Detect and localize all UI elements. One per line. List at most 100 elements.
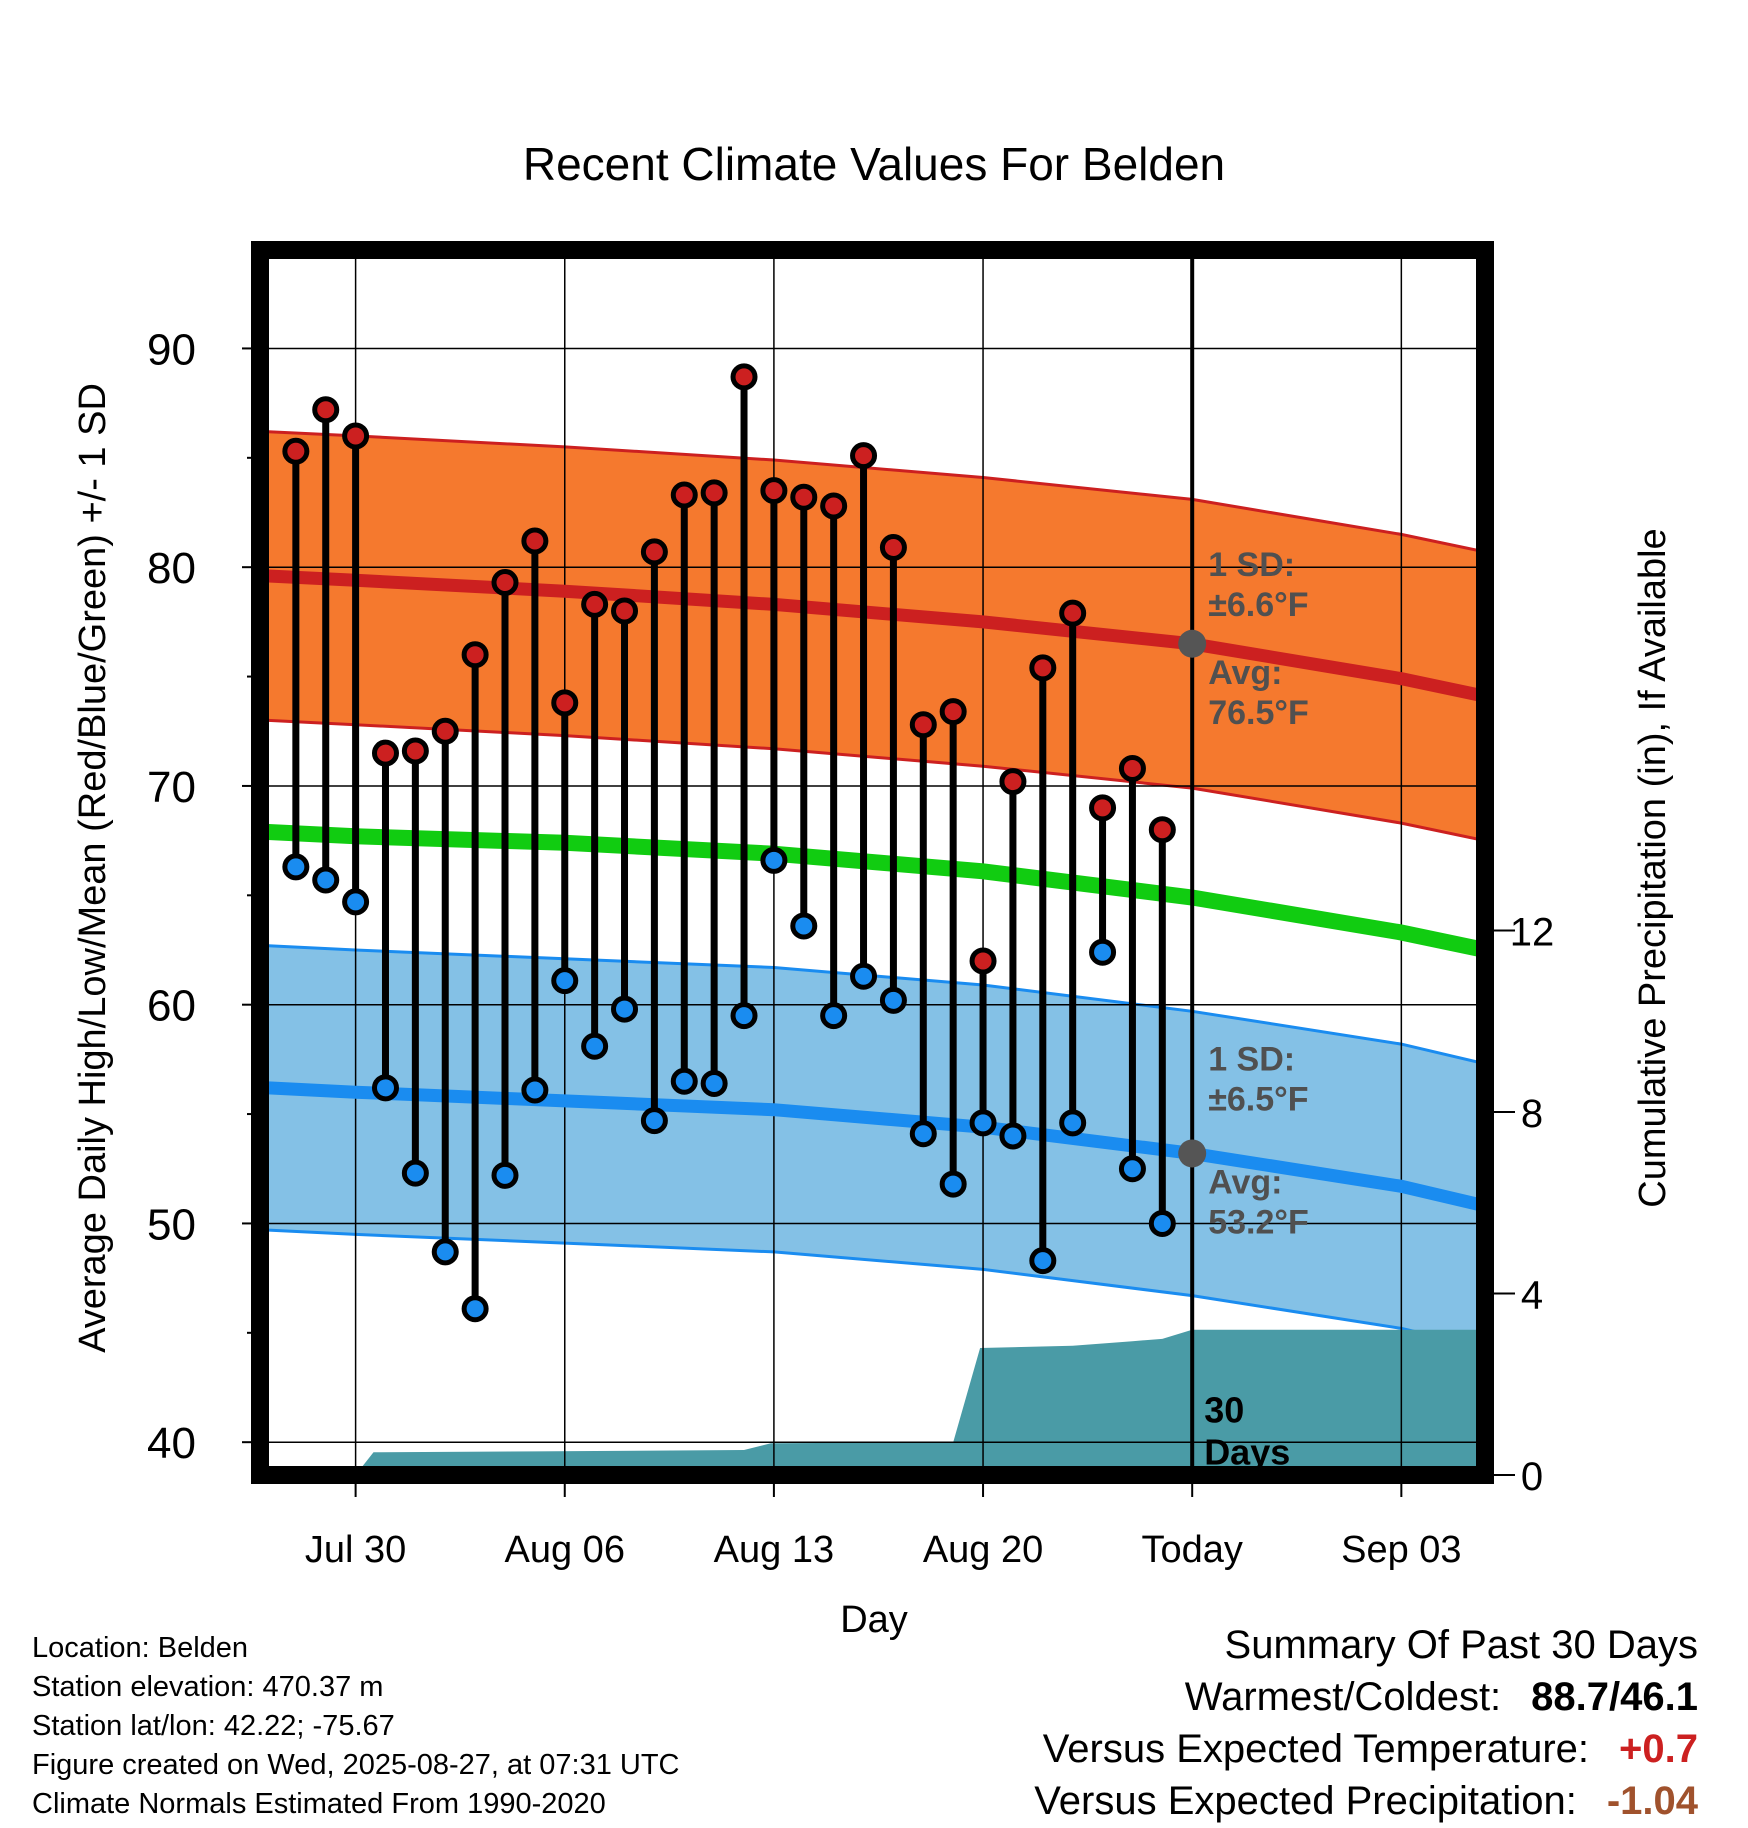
summary-title: Summary Of Past 30 Days [1224, 1623, 1698, 1667]
daily-high-point [909, 711, 937, 739]
daily-high-point [999, 768, 1027, 796]
daily-low-point [581, 1032, 609, 1060]
summary-warmest-row: Warmest/Coldest: 88.7/46.1 [1185, 1675, 1698, 1720]
daily-high-point [1118, 754, 1146, 782]
chart-title: Recent Climate Values For Belden [523, 138, 1225, 190]
daily-low-point [879, 986, 907, 1014]
y-left-tick-label: 80 [147, 544, 196, 593]
plot-frame [251, 241, 1494, 1484]
daily-low-point [969, 1109, 997, 1137]
daily-high-point [282, 437, 310, 465]
x-tick-label: Today [1141, 1529, 1242, 1571]
high-sd-band [266, 431, 1485, 841]
low-avg-marker [1178, 1139, 1207, 1168]
y-left-tick-label: 90 [147, 325, 196, 374]
daily-high-point [820, 492, 848, 520]
daily-low-point [640, 1107, 668, 1135]
y-right-tick-label: 12 [1510, 911, 1555, 955]
daily-high-point [730, 363, 758, 391]
daily-high-point [760, 477, 788, 505]
daily-low-point [521, 1076, 549, 1104]
precip-area [355, 1329, 1485, 1475]
x-tick-label: Sep 03 [1341, 1529, 1461, 1571]
daily-high-point [431, 717, 459, 745]
daily-low-point [850, 962, 878, 990]
precip-label: Versus Expected Precipitation: [1034, 1779, 1577, 1823]
daily-high-point [491, 569, 519, 596]
daily-low-point [700, 1069, 728, 1097]
high-sd-value: ±6.6°F [1208, 586, 1308, 624]
daily-high-point [521, 527, 549, 555]
daily-low-point [939, 1170, 967, 1198]
high-sd-upper-edge [265, 430, 1485, 554]
daily-high-point [939, 698, 967, 726]
x-tick-label: Aug 06 [505, 1529, 625, 1571]
daily-high-point [1089, 794, 1117, 822]
daily-low-point [1148, 1209, 1176, 1237]
daily-low-point [461, 1295, 489, 1323]
high-sd-label: 1 SD: [1208, 546, 1295, 584]
y-right-tick-label: 4 [1521, 1274, 1543, 1318]
high-avg-line [265, 569, 1485, 703]
daily-low-point [611, 995, 639, 1023]
x-tick-label: Aug 13 [714, 1529, 834, 1571]
daily-high-point [401, 737, 429, 765]
high-avg-marker [1178, 629, 1207, 658]
daily-high-point [879, 534, 907, 561]
daily-high-point [371, 739, 399, 767]
y-right-tick-label: 0 [1521, 1455, 1543, 1499]
daily-low-point [1089, 938, 1117, 966]
daily-low-point [790, 912, 818, 940]
daily-low-point [730, 1002, 758, 1030]
daily-high-point [640, 538, 668, 566]
summary-temp-row: Versus Expected Temperature: +0.7 [1043, 1727, 1698, 1772]
low-sd-value: ±6.5°F [1208, 1080, 1308, 1118]
daily-high-point [342, 422, 370, 450]
temp-label: Versus Expected Temperature: [1042, 1727, 1590, 1771]
y-right-tick-label: 8 [1521, 1092, 1543, 1136]
daily-low-point [670, 1067, 698, 1095]
warmest-value: 88.7/46.1 [1531, 1675, 1698, 1719]
daily-high-point [461, 641, 489, 669]
daily-high-point [790, 483, 818, 511]
location-text: Location: Belden [32, 1632, 249, 1664]
x-axis-label: Day [840, 1599, 908, 1641]
daily-high-point [1029, 654, 1057, 682]
high-sd-lower-edge [265, 718, 1485, 843]
high-avg-label: Avg: [1208, 654, 1282, 692]
precip-value: -1.04 [1606, 1779, 1698, 1823]
low-avg-value: 53.2°F [1208, 1203, 1309, 1241]
daily-high-point [670, 481, 698, 509]
summary-precip-row: Versus Expected Precipitation: -1.04 [1034, 1779, 1698, 1824]
daily-low-point [820, 1002, 848, 1030]
daily-low-point [312, 866, 340, 894]
y-left-tick-label: 60 [147, 982, 196, 1031]
low-sd-upper-edge [265, 944, 1485, 1066]
daily-high-point [969, 947, 997, 975]
y-axis-label-left: Average Daily High/Low/Mean (Red/Blue/Gr… [72, 383, 114, 1353]
warmest-label: Warmest/Coldest: [1184, 1675, 1502, 1719]
daily-low-point [431, 1238, 459, 1266]
days-count-word: Days [1204, 1432, 1290, 1473]
created-text: Figure created on Wed, 2025-08-27, at 07… [32, 1749, 680, 1781]
daily-high-point [611, 597, 639, 625]
daily-low-point [1118, 1155, 1146, 1183]
daily-low-point [999, 1122, 1027, 1150]
x-tick-label: Aug 20 [923, 1529, 1043, 1571]
daily-high-point [850, 442, 878, 470]
temp-value: +0.7 [1619, 1727, 1698, 1771]
elevation-text: Station elevation: 470.37 m [32, 1671, 384, 1703]
daily-low-point [1029, 1247, 1057, 1275]
daily-low-point [401, 1159, 429, 1187]
x-tick-label: Jul 30 [305, 1529, 406, 1571]
daily-low-point [909, 1120, 937, 1148]
latlon-text: Station lat/lon: 42.22; -75.67 [32, 1710, 395, 1742]
y-left-tick-label: 50 [147, 1200, 196, 1249]
daily-low-point [371, 1074, 399, 1102]
y-left-tick-label: 70 [147, 763, 196, 812]
daily-low-point [342, 888, 370, 916]
normals-text: Climate Normals Estimated From 1990-2020 [32, 1788, 606, 1820]
daily-low-point [551, 967, 579, 995]
daily-low-point [760, 846, 788, 874]
